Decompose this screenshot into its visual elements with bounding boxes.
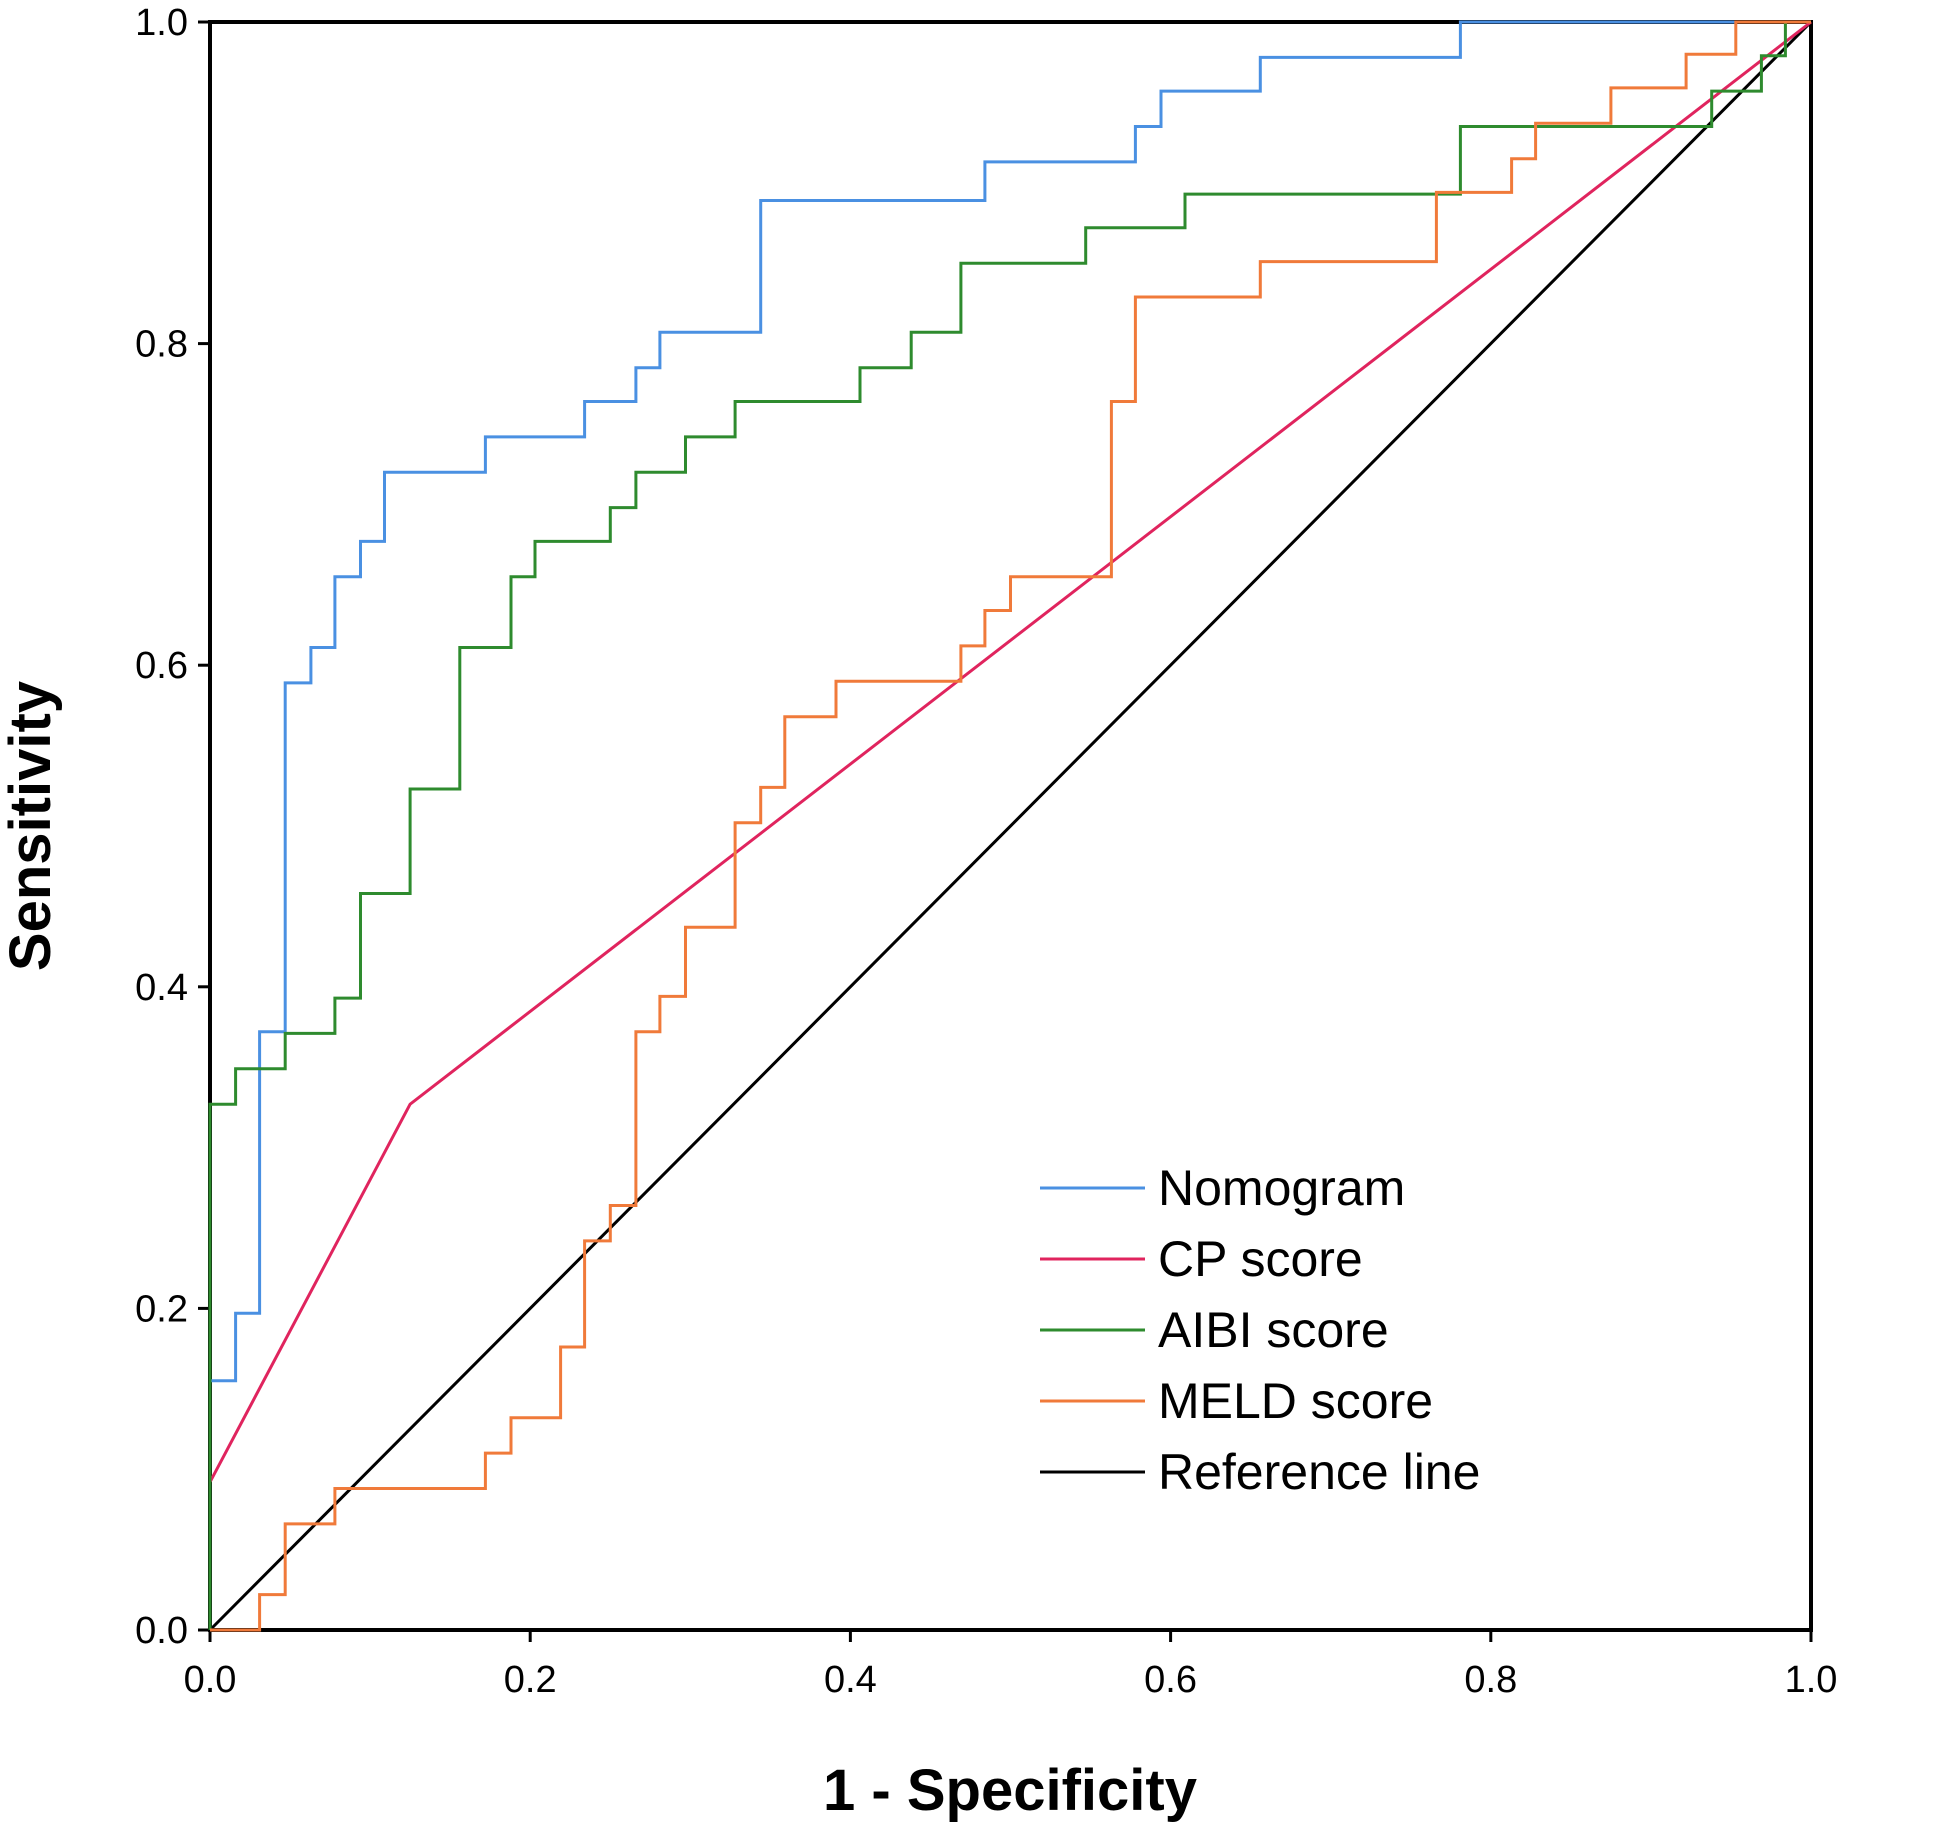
x-axis-ticks: 0.0 0.2 0.4 0.6 0.8 1.0	[184, 1630, 1838, 1701]
y-axis-title: Sensitivity	[0, 681, 63, 971]
x-tick-label: 0.8	[1464, 1659, 1517, 1701]
legend-label-aibi-score: AIBI score	[1158, 1302, 1389, 1358]
legend-label-meld-score: MELD score	[1158, 1373, 1433, 1429]
y-tick-label: 0.8	[135, 324, 188, 366]
y-axis-ticks: 0.0 0.2 0.4 0.6 0.8 1.0	[135, 2, 210, 1652]
y-tick-label: 0.4	[135, 967, 188, 1009]
y-tick-label: 1.0	[135, 2, 188, 44]
series-line-aibi-score	[208, 20, 1811, 1630]
y-tick-label: 0.6	[135, 645, 188, 687]
y-tick-label: 0.0	[135, 1610, 188, 1652]
x-tick-label: 0.2	[504, 1659, 557, 1701]
legend: Nomogram CP score AIBI score MELD score Refe…	[1040, 1160, 1480, 1500]
series-line-meld-score	[210, 20, 1811, 1632]
legend-label-nomogram: Nomogram	[1158, 1160, 1405, 1216]
series-lines	[208, 20, 1813, 1632]
x-tick-label: 0.0	[184, 1659, 237, 1701]
series-line-nomogram	[208, 20, 1811, 1630]
x-tick-label: 0.6	[1144, 1659, 1197, 1701]
legend-label-cp-score: CP score	[1158, 1231, 1363, 1287]
legend-label-reference-line: Reference line	[1158, 1444, 1480, 1500]
x-axis-title: 1 - Specificity	[823, 1758, 1197, 1823]
plot-area-frame	[208, 20, 1813, 1632]
y-tick-label: 0.2	[135, 1288, 188, 1330]
x-tick-label: 1.0	[1785, 1659, 1838, 1701]
x-tick-label: 0.4	[824, 1659, 877, 1701]
series-line-reference-line	[208, 20, 1813, 1632]
